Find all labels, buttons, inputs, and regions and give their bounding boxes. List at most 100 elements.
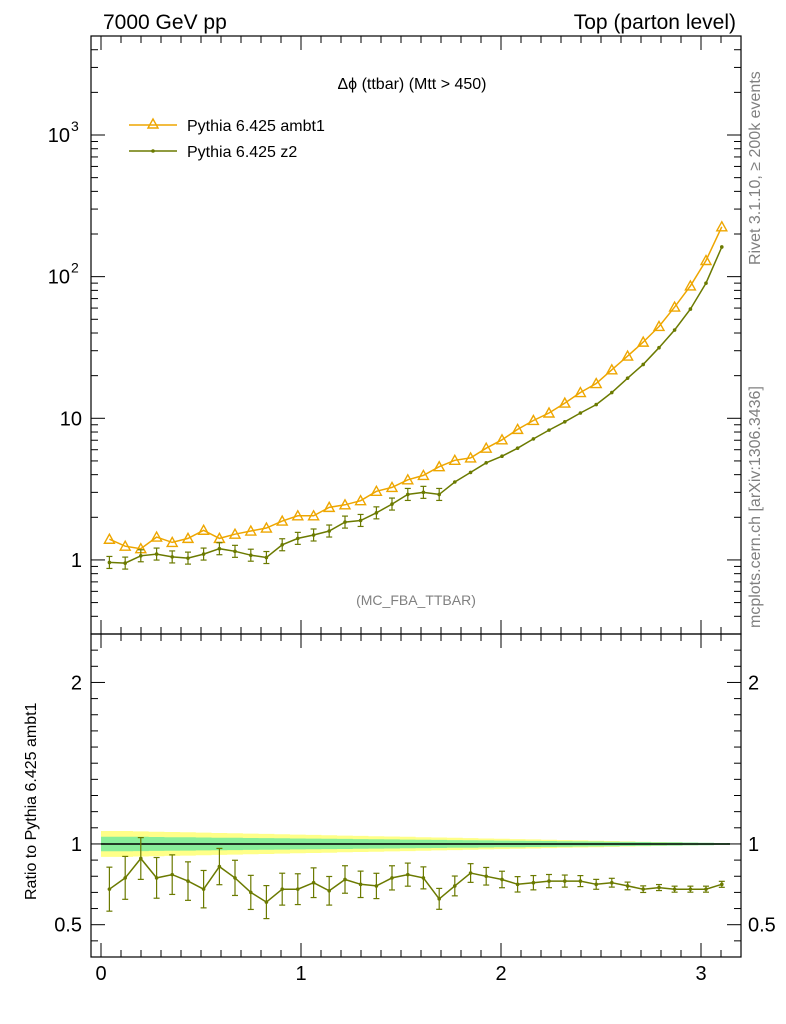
- ratio-point: [578, 879, 583, 883]
- ambt1-point: [542, 406, 556, 418]
- ratio-point: [625, 884, 630, 888]
- z2-point: [264, 555, 269, 560]
- reference-uncertainty-band: [101, 831, 730, 857]
- ambt1-point: [307, 509, 320, 521]
- z2-point: [374, 511, 379, 515]
- ratio-x-tick-label: 0: [95, 963, 106, 985]
- analysis-tag: (MC_FBA_TTBAR): [356, 592, 476, 608]
- ratio-x-tick-label: 2: [495, 963, 506, 985]
- series-line-z2: [109, 246, 723, 564]
- main-series: [103, 220, 728, 570]
- ambt1-point: [228, 527, 242, 539]
- ratio-point: [154, 876, 159, 880]
- ambt1-point: [166, 535, 179, 548]
- ambt1-point: [119, 539, 132, 551]
- ambt1-point: [417, 468, 430, 481]
- ratio-point: [186, 879, 190, 883]
- legend-label-ambt1: Pythia 6.425 ambt1: [187, 118, 325, 135]
- ratio-point: [672, 887, 677, 891]
- ambt1-point: [354, 494, 367, 506]
- ratio-y-tick-label-right: 2: [748, 672, 759, 694]
- ratio-y-tick-label-left: 2: [71, 672, 82, 694]
- z2-point: [217, 546, 222, 551]
- z2-point: [154, 552, 159, 556]
- ratio-point: [468, 871, 473, 875]
- ambt1-point: [480, 441, 493, 453]
- legend-label-z2: Pythia 6.425 z2: [187, 144, 297, 161]
- ratio-point: [123, 876, 127, 880]
- ratio-y-tick-label-left: 1: [71, 834, 82, 856]
- main-y-tick-exponent: 3: [71, 118, 79, 134]
- ambt1-point: [276, 514, 289, 526]
- series-line-ambt1: [109, 226, 723, 550]
- ratio-point: [311, 880, 316, 885]
- z2-point: [406, 492, 410, 497]
- z2-point: [280, 542, 285, 547]
- ratio-point: [327, 888, 332, 893]
- ambt1-point: [433, 460, 446, 472]
- ambt1-point: [448, 453, 461, 466]
- ratio-y-tick-label-right: 0.5: [748, 915, 776, 937]
- z2-point: [311, 533, 316, 537]
- ambt1-point: [699, 254, 713, 266]
- ambt1-point: [244, 524, 257, 536]
- ratio-point: [201, 887, 206, 891]
- ratio-point: [421, 876, 426, 880]
- z2-point: [390, 502, 394, 506]
- ratio-point: [641, 887, 645, 891]
- ambt1-point: [150, 530, 163, 542]
- ambt1-point: [103, 532, 116, 544]
- legend-marker-z2: [151, 149, 155, 153]
- legend-marker-ambt1: [146, 117, 160, 129]
- main-y-tick-exponent: 2: [71, 260, 79, 276]
- ratio-point: [484, 874, 489, 879]
- ambt1-point: [291, 509, 304, 521]
- ratio-point: [264, 900, 269, 904]
- z2-point: [421, 490, 426, 495]
- ambt1-point: [715, 220, 728, 232]
- z2-point: [358, 518, 363, 523]
- ratio-point: [280, 887, 285, 891]
- ratio-point: [594, 882, 598, 887]
- ratio-point: [515, 882, 520, 887]
- z2-point: [657, 345, 661, 350]
- mcplots-source-label: mcplots.cern.ch [arXiv:1306.3436]: [747, 386, 764, 628]
- ratio-point: [358, 882, 363, 887]
- ratio-point: [233, 876, 237, 880]
- ratio-x-tick-label: 1: [295, 963, 306, 985]
- ratio-point: [374, 884, 379, 888]
- legend: Pythia 6.425 ambt1 Pythia 6.425 z2: [129, 117, 325, 161]
- z2-point: [688, 307, 693, 311]
- header-energy-label: 7000 GeV pp: [103, 11, 227, 34]
- ratio-point: [390, 876, 394, 880]
- ratio-point: [170, 872, 174, 877]
- z2-point: [578, 411, 583, 415]
- ambt1-point: [652, 320, 666, 332]
- ambt1-point: [527, 414, 540, 426]
- ambt1-point: [401, 473, 414, 485]
- z2-point: [296, 536, 300, 541]
- z2-point: [170, 555, 174, 559]
- z2-point: [641, 362, 645, 367]
- ambt1-point: [260, 521, 273, 533]
- ambt1-point: [621, 349, 634, 361]
- ratio-point: [437, 897, 442, 901]
- z2-point: [123, 561, 127, 565]
- ambt1-point: [338, 498, 352, 510]
- ambt1-point: [637, 335, 650, 347]
- ratio-point: [610, 880, 614, 885]
- ratio-x-tick-label: 3: [695, 963, 706, 985]
- z2-point: [594, 402, 598, 407]
- ratio-point: [547, 879, 551, 883]
- ambt1-point: [464, 451, 477, 463]
- z2-point: [515, 446, 520, 450]
- z2-point: [547, 428, 551, 432]
- ratio-point: [720, 882, 724, 887]
- ratio-point: [531, 880, 536, 885]
- z2-point: [468, 470, 473, 475]
- main-y-tick-label: 10: [48, 267, 70, 289]
- z2-point: [186, 556, 190, 560]
- ratio-point: [688, 887, 693, 891]
- ratio-point: [657, 885, 661, 890]
